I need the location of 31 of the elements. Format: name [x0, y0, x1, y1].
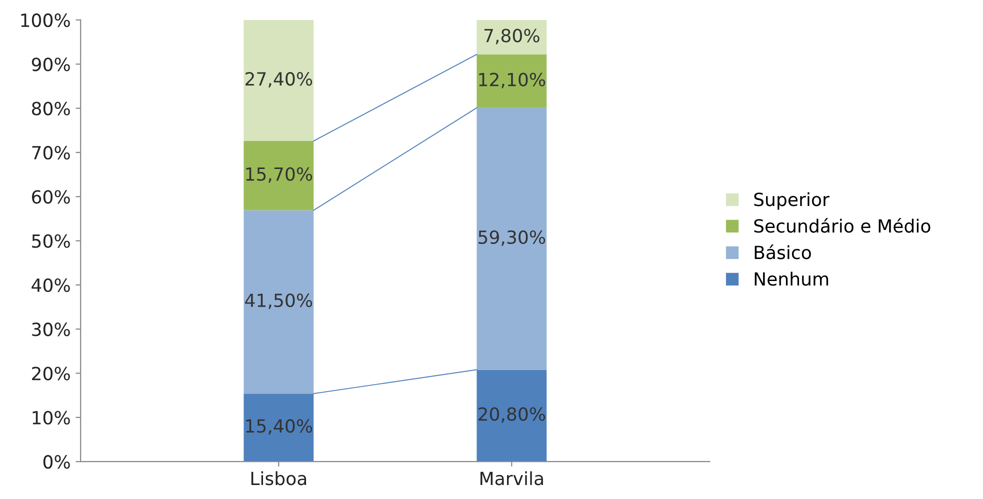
bar — [244, 140, 314, 210]
y-tick-label: 80% — [32, 102, 70, 116]
data-label: 15,40% — [246, 419, 312, 435]
y-tick-label: 100% — [21, 13, 70, 28]
bar — [476, 20, 547, 54]
data-label: 15,70% — [246, 167, 312, 183]
y-tick-label: 90% — [32, 58, 70, 72]
bar — [476, 108, 547, 370]
x-tick-label: Marvila — [480, 471, 543, 486]
y-tick-label: 30% — [32, 322, 70, 336]
y-tick-label: 0% — [43, 455, 70, 469]
bar — [476, 54, 547, 108]
y-tick-label: 60% — [32, 190, 70, 204]
data-label: 20,80% — [478, 407, 546, 423]
legend-label: Básico — [754, 244, 811, 260]
bar — [244, 20, 314, 141]
data-label: 12,10% — [479, 72, 546, 88]
bar — [244, 210, 314, 394]
x-tick-label: Lisboa — [251, 471, 306, 486]
data-label: 27,40% — [246, 72, 312, 88]
y-tick-label: 70% — [32, 146, 70, 160]
data-label: 7,80% — [484, 28, 540, 44]
legend-label: Superior — [754, 192, 830, 210]
legend-label: Secundário e Médio — [754, 218, 930, 233]
data-label: 41,50% — [245, 294, 312, 310]
y-tick-label: 50% — [32, 234, 70, 248]
legend-label: Nenhum — [754, 272, 828, 286]
y-tick-label: 10% — [32, 410, 70, 425]
y-tick-label: 40% — [32, 278, 70, 292]
y-tick-label: 20% — [32, 366, 70, 380]
data-label: 59,30% — [478, 230, 546, 246]
